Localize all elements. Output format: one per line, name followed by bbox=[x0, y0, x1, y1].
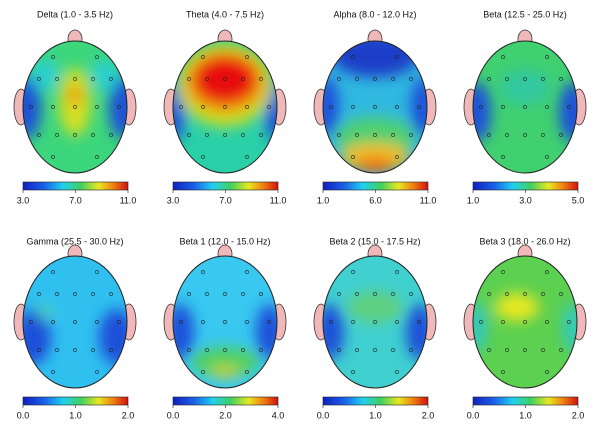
colorbar-tick-label: 11.0 bbox=[270, 195, 287, 205]
colorbar-tick-label: 1.0 bbox=[369, 410, 382, 420]
colorbar-tick-label: 3.0 bbox=[17, 195, 30, 205]
head-map bbox=[13, 41, 137, 173]
activity-blob bbox=[495, 293, 539, 321]
colorbar bbox=[323, 397, 428, 405]
topomap-panel: Beta (12.5 - 25.0 Hz) 1.0 3.0 5.0 bbox=[463, 9, 587, 205]
head-map bbox=[15, 256, 135, 388]
colorbar-tick-label: 1.0 bbox=[69, 410, 82, 420]
colorbar bbox=[473, 182, 578, 190]
head-fill bbox=[473, 256, 577, 388]
activity-blob bbox=[37, 304, 53, 320]
colorbar-tick-label: 2.0 bbox=[122, 410, 135, 420]
colorbar bbox=[173, 397, 278, 405]
colorbar bbox=[473, 397, 578, 405]
panel-title: Delta (1.0 - 3.5 Hz) bbox=[37, 9, 113, 19]
colorbar-tick-label: 7.0 bbox=[219, 195, 232, 205]
colorbar-tick-label: 0.0 bbox=[467, 410, 480, 420]
head-map bbox=[316, 256, 434, 388]
activity-blob bbox=[193, 56, 257, 104]
head-map bbox=[166, 256, 284, 388]
colorbar-tick-label: 11.0 bbox=[420, 195, 437, 205]
topomap-panel: Delta (1.0 - 3.5 Hz) 3.0 7.0 11.0 bbox=[13, 9, 137, 205]
colorbar-tick-label: 0.0 bbox=[17, 410, 30, 420]
colorbar-tick-label: 6.0 bbox=[369, 195, 382, 205]
head-map bbox=[165, 41, 285, 173]
colorbar-tick-label: 1.0 bbox=[317, 195, 330, 205]
head-map bbox=[467, 256, 583, 388]
colorbar-tick-label: 2.0 bbox=[572, 410, 585, 420]
activity-blob bbox=[210, 366, 240, 378]
topomap-panel: Gamma (25.5 - 30.0 Hz)0.01.02.0 bbox=[14, 236, 136, 420]
topomap-panel: Beta 2 (15.0 - 17.5 Hz)0.01.02.0 bbox=[314, 236, 436, 420]
colorbar bbox=[23, 397, 128, 405]
colorbar-tick-label: 7.0 bbox=[69, 195, 82, 205]
colorbar-tick-label: 3.0 bbox=[519, 195, 532, 205]
figure: Delta (1.0 - 3.5 Hz)3.07.011.0Theta (4.0… bbox=[0, 0, 601, 430]
activity-blob bbox=[500, 69, 550, 105]
colorbar-tick-label: 1.0 bbox=[519, 410, 532, 420]
panel-title: Alpha (8.0 - 12.0 Hz) bbox=[333, 9, 416, 19]
activity-blob bbox=[69, 85, 81, 105]
colorbar-tick-label: 0.0 bbox=[167, 410, 180, 420]
colorbar-tick-label: 2.0 bbox=[422, 410, 435, 420]
colorbar-tick-label: 11.0 bbox=[120, 195, 137, 205]
colorbar-tick-label: 3.0 bbox=[167, 195, 180, 205]
colorbar-tick-label: 0.0 bbox=[317, 410, 330, 420]
colorbar-tick-label: 2.0 bbox=[219, 410, 232, 420]
topomap-panel: Alpha (8.0 - 12.0 Hz) 1.0 6.0 11.0 bbox=[314, 9, 436, 205]
colorbar bbox=[23, 182, 128, 190]
panel-title: Theta (4.0 - 7.5 Hz) bbox=[186, 9, 264, 19]
panel-title: Beta (12.5 - 25.0 Hz) bbox=[483, 9, 567, 19]
colorbar bbox=[173, 182, 278, 190]
colorbar bbox=[323, 182, 428, 190]
colorbar-tick-label: 4.0 bbox=[272, 410, 285, 420]
head-map bbox=[315, 33, 435, 173]
colorbar-tick-label: 1.0 bbox=[467, 195, 480, 205]
colorbar-tick-label: 5.0 bbox=[572, 195, 585, 205]
head-map bbox=[463, 41, 587, 173]
topomap-panel: Theta (4.0 - 7.5 Hz) 3.0 7.0 11.0 bbox=[164, 9, 286, 205]
